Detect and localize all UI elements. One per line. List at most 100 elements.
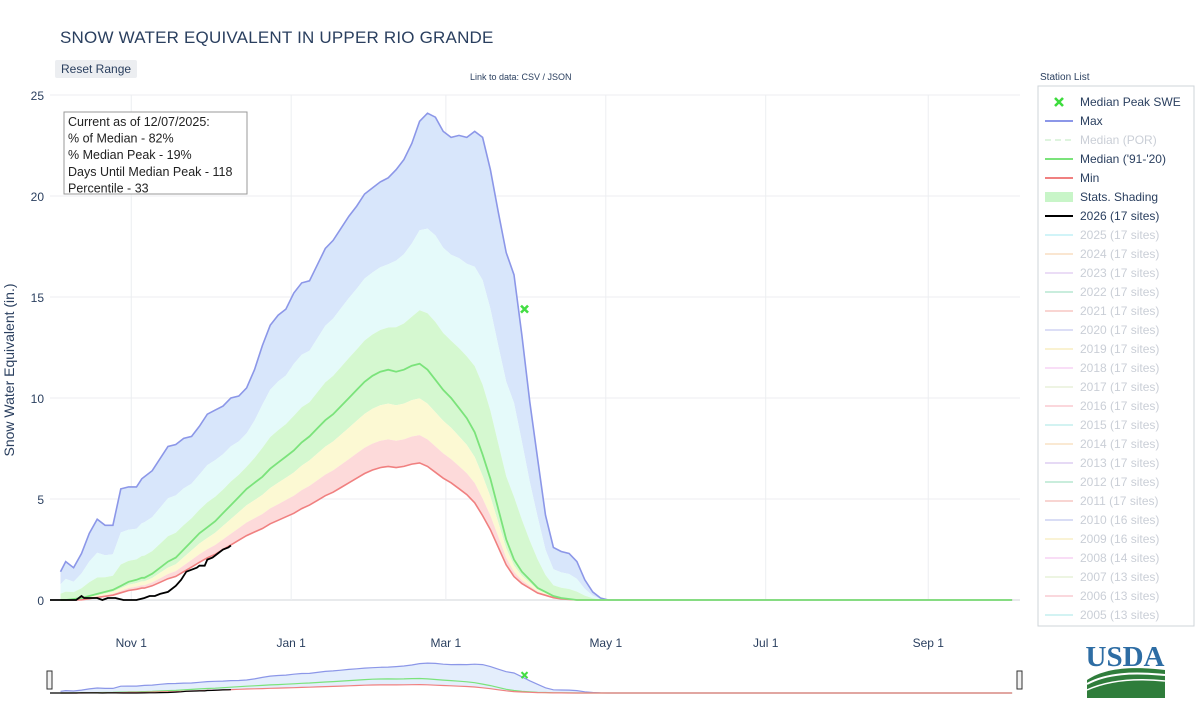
legend-label: 2008 (14 sites) bbox=[1080, 551, 1159, 565]
y-tick-label: 15 bbox=[31, 291, 45, 305]
legend-frame bbox=[1037, 85, 1195, 627]
legend-item[interactable]: 2008 (14 sites) bbox=[1045, 551, 1159, 565]
legend-item[interactable]: 2024 (17 sites) bbox=[1045, 247, 1159, 261]
legend-item[interactable]: 2009 (16 sites) bbox=[1045, 532, 1159, 546]
range-slider-handle-left[interactable] bbox=[46, 670, 53, 690]
legend-label: 2026 (17 sites) bbox=[1080, 209, 1159, 223]
mini-peak-marker bbox=[520, 671, 529, 679]
legend-item[interactable]: 2005 (13 sites) bbox=[1045, 608, 1159, 622]
legend-label: 2005 (13 sites) bbox=[1080, 608, 1159, 622]
info-box-text: Current as of 12/07/2025: % of Median - 8… bbox=[68, 115, 232, 195]
legend-item[interactable]: Median Peak SWE bbox=[1054, 95, 1181, 109]
legend-item[interactable]: 2026 (17 sites) bbox=[1045, 209, 1159, 223]
x-tick-label: Nov 1 bbox=[116, 636, 148, 650]
y-tick-label: 10 bbox=[31, 392, 45, 406]
legend-label: Median (POR) bbox=[1080, 133, 1157, 147]
data-link[interactable]: Link to data: CSV / JSON bbox=[470, 72, 572, 82]
range-slider bbox=[46, 662, 1023, 694]
usda-logo-stripe bbox=[1086, 679, 1166, 691]
legend-label: 2017 (17 sites) bbox=[1080, 380, 1159, 394]
legend-label: Median Peak SWE bbox=[1080, 95, 1181, 109]
mini-2026-line bbox=[50, 689, 231, 694]
legend-label: 2018 (17 sites) bbox=[1080, 361, 1159, 375]
legend-label: 2006 (13 sites) bbox=[1080, 589, 1159, 603]
legend-label: 2009 (16 sites) bbox=[1080, 532, 1159, 546]
legend-label: 2013 (17 sites) bbox=[1080, 456, 1159, 470]
band-30-10 bbox=[60, 398, 1013, 600]
legend-label: Stats. Shading bbox=[1080, 190, 1158, 204]
series-median-line bbox=[60, 362, 1013, 601]
legend-item[interactable]: 2017 (17 sites) bbox=[1045, 380, 1159, 394]
legend-item[interactable]: 2022 (17 sites) bbox=[1045, 285, 1159, 299]
legend-label: 2019 (17 sites) bbox=[1080, 342, 1159, 356]
x-tick-label: Mar 1 bbox=[431, 636, 462, 650]
legend-label: 2024 (17 sites) bbox=[1080, 247, 1159, 261]
legend-item[interactable]: 2010 (16 sites) bbox=[1045, 513, 1159, 527]
legend-item[interactable]: Median (POR) bbox=[1045, 133, 1157, 147]
legend-label: Max bbox=[1080, 114, 1103, 128]
x-tick-label: Jan 1 bbox=[277, 636, 307, 650]
legend-swatch bbox=[1054, 97, 1064, 107]
legend-label: 2015 (17 sites) bbox=[1080, 418, 1159, 432]
legend-label: 2012 (17 sites) bbox=[1080, 475, 1159, 489]
legend-item[interactable]: Stats. Shading bbox=[1045, 190, 1158, 204]
legend-item[interactable]: Min bbox=[1045, 171, 1099, 185]
info-box-frame bbox=[63, 111, 248, 195]
legend-item[interactable]: 2015 (17 sites) bbox=[1045, 418, 1159, 432]
legend-item[interactable]: 2016 (17 sites) bbox=[1045, 399, 1159, 413]
reset-range-button[interactable]: Reset Range bbox=[55, 60, 138, 78]
x-tick-label: Jul 1 bbox=[753, 636, 779, 650]
info-box-line: Current as of 12/07/2025: bbox=[68, 115, 210, 129]
info-box-line: Percentile - 33 bbox=[68, 181, 149, 195]
legend-item[interactable]: 2018 (17 sites) bbox=[1045, 361, 1159, 375]
legend-label: 2016 (17 sites) bbox=[1080, 399, 1159, 413]
legend-label: 2014 (17 sites) bbox=[1080, 437, 1159, 451]
legend-item[interactable]: 2023 (17 sites) bbox=[1045, 266, 1159, 280]
legend-item[interactable]: 2021 (17 sites) bbox=[1045, 304, 1159, 318]
legend-item[interactable]: 2012 (17 sites) bbox=[1045, 475, 1159, 489]
median-peak-marker bbox=[520, 304, 529, 314]
x-axis-ticks: Nov 1 Jan 1 Mar 1 May 1 Jul 1 Sep 1 bbox=[116, 636, 945, 650]
legend-label: 2022 (17 sites) bbox=[1080, 285, 1159, 299]
legend-item[interactable]: 2013 (17 sites) bbox=[1045, 456, 1159, 470]
band-90-70 bbox=[60, 228, 1013, 600]
range-slider-handle-right[interactable] bbox=[1016, 670, 1023, 690]
legend-label: 2023 (17 sites) bbox=[1080, 266, 1159, 280]
legend-item[interactable]: 2025 (17 sites) bbox=[1045, 228, 1159, 242]
legend-item[interactable]: Median ('91-'20) bbox=[1045, 152, 1166, 166]
legend-label: 2007 (13 sites) bbox=[1080, 570, 1159, 584]
legend-label: 2021 (17 sites) bbox=[1080, 304, 1159, 318]
legend-item[interactable]: 2007 (13 sites) bbox=[1045, 570, 1159, 584]
x-tick-label: Sep 1 bbox=[913, 636, 945, 650]
usda-logo-field bbox=[1087, 668, 1165, 698]
legend-item[interactable]: 2019 (17 sites) bbox=[1045, 342, 1159, 356]
legend-item[interactable]: 2006 (13 sites) bbox=[1045, 589, 1159, 603]
usda-logo-stripe bbox=[1086, 672, 1166, 685]
legend: Median Peak SWE Max Median (POR) Median ('9… bbox=[1037, 85, 1195, 627]
y-tick-label: 20 bbox=[31, 190, 45, 204]
legend-label: 2011 (17 sites) bbox=[1080, 494, 1159, 508]
info-box-line: Days Until Median Peak - 118 bbox=[68, 165, 232, 179]
info-box: Current as of 12/07/2025: % of Median - 8… bbox=[63, 111, 248, 195]
range-slider-preview bbox=[50, 662, 1013, 694]
legend-item[interactable]: 2011 (17 sites) bbox=[1045, 494, 1159, 508]
y-tick-label: 5 bbox=[37, 493, 44, 507]
y-tick-label: 0 bbox=[37, 594, 44, 608]
legend-swatch bbox=[1045, 192, 1073, 202]
legend-label: Median ('91-'20) bbox=[1080, 152, 1166, 166]
station-list-label[interactable]: Station List bbox=[1040, 72, 1090, 83]
legend-item[interactable]: Max bbox=[1045, 114, 1103, 128]
series-2026-line bbox=[50, 544, 232, 601]
y-tick-label: 25 bbox=[31, 89, 45, 103]
legend-item[interactable]: 2014 (17 sites) bbox=[1045, 437, 1159, 451]
legend-item[interactable]: 2020 (17 sites) bbox=[1045, 323, 1159, 337]
chart-title: SNOW WATER EQUIVALENT IN UPPER RIO GRAND… bbox=[60, 28, 494, 47]
legend-label: Min bbox=[1080, 171, 1099, 185]
usda-logo: USDA bbox=[1083, 640, 1167, 698]
legend-label: 2025 (17 sites) bbox=[1080, 228, 1159, 242]
info-box-line: % Median Peak - 19% bbox=[68, 148, 192, 162]
series-lines bbox=[50, 112, 1013, 601]
info-box-line: % of Median - 82% bbox=[68, 132, 174, 146]
mini-band bbox=[60, 663, 1013, 693]
y-axis-ticks: 0 5 10 15 20 25 bbox=[31, 89, 45, 608]
